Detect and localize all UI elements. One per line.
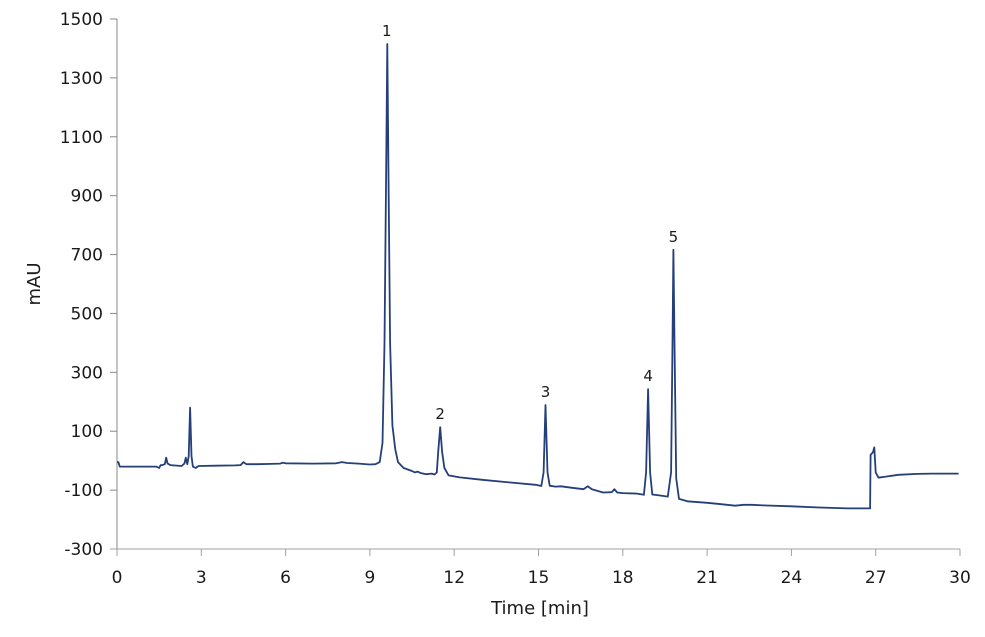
peak-label: 3 bbox=[541, 383, 551, 401]
y-tick-label: 1500 bbox=[60, 10, 103, 30]
y-tick-label: -300 bbox=[64, 540, 103, 560]
x-tick-label: 0 bbox=[112, 568, 123, 588]
peak-label: 4 bbox=[643, 367, 653, 385]
y-tick-label: 1100 bbox=[60, 128, 103, 148]
y-tick-label: 700 bbox=[71, 246, 103, 266]
x-axis-title: Time [min] bbox=[490, 598, 589, 619]
x-axis: 0 3 6 9 12 15 18 21 24 27 30 bbox=[110, 548, 971, 588]
series-line bbox=[117, 43, 959, 510]
y-axis-title: mAU bbox=[24, 262, 45, 305]
x-tick-label: 27 bbox=[865, 568, 887, 588]
peak-label: 1 bbox=[382, 22, 392, 40]
x-tick-label: 3 bbox=[196, 568, 207, 588]
peak-labels: 1 2 3 4 5 bbox=[382, 22, 678, 423]
x-tick-label: 18 bbox=[612, 568, 634, 588]
x-tick-label: 12 bbox=[443, 568, 465, 588]
y-axis: -300 -100 100 300 500 700 900 1100 1300 1500 bbox=[60, 10, 118, 560]
y-tick-label: 100 bbox=[71, 422, 103, 442]
x-tick-label: 21 bbox=[696, 568, 718, 588]
y-tick-label: 500 bbox=[71, 304, 103, 324]
x-tick-label: 30 bbox=[949, 568, 971, 588]
peak-label: 2 bbox=[435, 405, 445, 423]
y-tick-label: -100 bbox=[64, 481, 103, 501]
y-tick-label: 1300 bbox=[60, 69, 103, 89]
x-tick-label: 9 bbox=[364, 568, 375, 588]
x-tick-label: 6 bbox=[280, 568, 291, 588]
y-tick-label: 900 bbox=[71, 187, 103, 207]
chromatogram-trace bbox=[117, 43, 959, 510]
peak-label: 5 bbox=[669, 228, 679, 246]
x-tick-label: 24 bbox=[781, 568, 803, 588]
x-tick-label: 15 bbox=[528, 568, 550, 588]
y-tick-label: 300 bbox=[71, 363, 103, 383]
